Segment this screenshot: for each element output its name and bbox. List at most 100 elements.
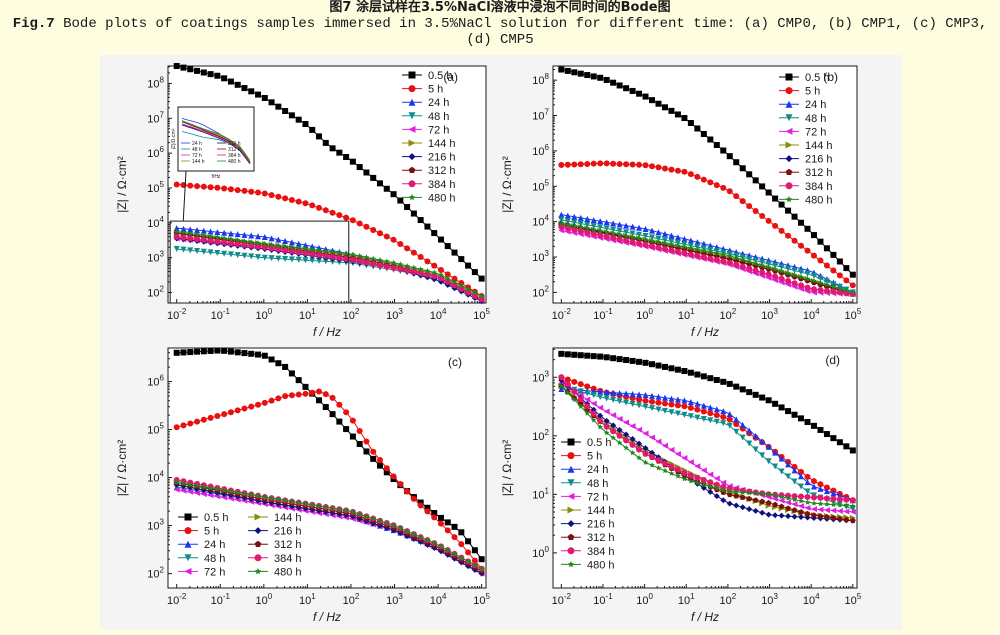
y-tick-label: 102 [147,285,164,300]
data-point [255,91,262,98]
data-point [636,235,642,241]
data-point [778,264,785,271]
data-point [791,478,798,485]
data-point [322,404,329,411]
data-point [329,258,336,265]
data-point [295,391,302,398]
data-point [603,408,610,415]
data-point [255,401,262,408]
data-point [720,487,727,493]
data-point [772,400,779,407]
data-point [288,112,295,119]
data-point [726,416,733,423]
data-point [404,267,411,274]
data-point [623,399,630,406]
figure-panel-area: 10-2 10-1 100 101 102 103 104 105 102 103 104 105 10… [100,55,902,630]
data-point [713,475,720,482]
data-point [410,269,417,276]
data-point [207,249,214,256]
data-point [363,448,370,455]
legend-label: 312 h [805,167,833,179]
data-point [681,250,688,257]
data-point [707,479,714,486]
data-point [616,415,623,422]
data-point [377,262,383,269]
data-point [785,207,792,214]
bode-panel-b: 10-2 10-1 100 101 102 103 104 105 102 103 104 105 10… [500,65,862,339]
data-point [377,257,383,263]
data-point [214,486,221,492]
data-point [363,169,370,176]
data-point [642,430,649,437]
data-point [791,411,798,418]
data-point [817,426,824,433]
zoom-region-box [169,220,350,304]
y-tick-label: 106 [532,143,549,158]
data-point [363,223,370,230]
data-point [444,519,451,526]
data-point [726,500,733,507]
data-point [707,417,714,424]
legend-label: 48 h [587,478,608,490]
data-point [261,233,268,240]
inset-y-axis-label: |Z|/Ω·cm² [171,128,177,149]
data-point [817,238,824,245]
data-point [577,161,584,168]
data-point [798,508,804,515]
data-point [451,534,458,541]
legend-marker [785,100,793,108]
data-point [804,494,811,501]
data-point [694,371,701,378]
data-point [255,243,262,250]
data-point [707,248,714,255]
data-point [221,239,228,246]
legend-marker [254,513,262,521]
data-point [180,246,187,253]
x-axis-label: f / Hz [313,610,341,624]
data-point [584,72,591,79]
data-point [759,438,766,445]
data-point [424,537,431,543]
data-point [200,416,207,423]
data-point [180,480,187,486]
data-point [329,209,336,216]
data-point [302,242,309,249]
data-point [275,255,282,262]
legend-label: 144 h [428,138,456,150]
data-point [227,78,234,85]
data-point [424,267,431,274]
data-point [295,116,302,123]
data-point [221,185,228,192]
y-tick-label: 101 [532,486,549,501]
legend-label: 0.5 h [587,437,611,449]
data-point [830,251,837,258]
data-point [804,225,811,232]
data-point [295,240,302,247]
data-point [377,517,383,524]
data-point [746,427,753,434]
data-point [221,411,228,418]
data-point [836,496,843,503]
data-point [713,256,720,263]
data-point [739,263,746,270]
data-point [221,75,228,82]
data-point [739,198,746,205]
data-point [187,235,194,242]
data-point [309,126,316,133]
legend-label: 0.5 h [805,72,829,84]
data-point [843,277,850,284]
x-tick-label: 102 [343,307,360,322]
data-point [597,388,604,395]
x-tick-label: 103 [386,592,403,607]
data-point [564,376,571,383]
y-tick-label: 104 [147,470,164,485]
data-point [350,508,356,515]
data-point [700,247,707,254]
data-point [778,455,785,462]
data-point [577,70,584,77]
data-point [726,188,733,195]
data-point [255,254,262,261]
data-point [843,265,850,272]
series-line [561,230,853,295]
data-point [700,467,707,474]
